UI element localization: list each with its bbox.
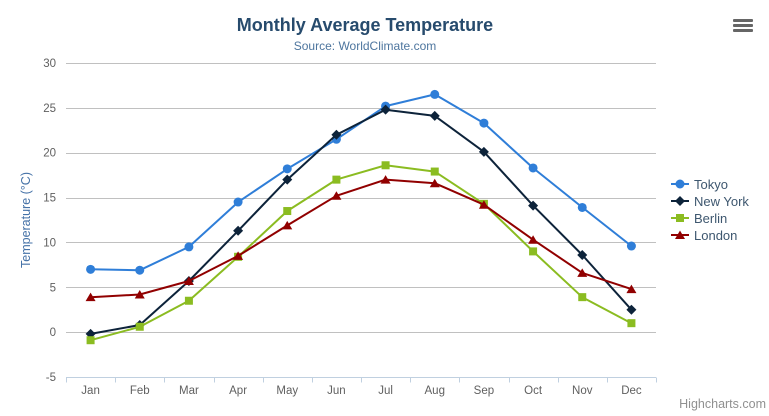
data-point-new-york[interactable] — [478, 146, 489, 157]
data-point-tokyo[interactable] — [528, 163, 538, 173]
diamond-marker-icon[interactable] — [675, 196, 685, 206]
square-marker-icon[interactable] — [676, 214, 684, 222]
diamond-marker-icon — [671, 196, 689, 206]
x-axis-label: Dec — [621, 385, 642, 397]
legend-item-tokyo[interactable]: Tokyo — [670, 176, 749, 192]
data-point-berlin[interactable] — [332, 175, 341, 184]
hamburger-icon — [733, 28, 753, 33]
data-point-london[interactable] — [331, 191, 342, 200]
data-point-new-york[interactable] — [577, 249, 588, 260]
series-line-tokyo[interactable] — [89, 93, 633, 272]
circle-marker-icon[interactable] — [675, 179, 685, 189]
data-point-tokyo[interactable] — [430, 89, 440, 99]
x-axis-label: Jan — [81, 385, 100, 397]
legend-item-berlin[interactable]: Berlin — [670, 210, 749, 226]
data-point-tokyo[interactable] — [626, 241, 636, 251]
data-point-berlin[interactable] — [135, 322, 144, 331]
data-point-new-york[interactable] — [626, 304, 637, 315]
x-axis-label: Feb — [130, 385, 150, 397]
chart-subtitle: Source: WorldClimate.com — [293, 39, 437, 53]
data-point-london[interactable] — [233, 251, 244, 260]
series-new-york[interactable] — [85, 104, 637, 339]
series-london[interactable] — [85, 175, 637, 302]
legend-label: Tokyo — [694, 176, 728, 192]
series-line-london[interactable] — [89, 178, 633, 299]
data-point-berlin[interactable] — [430, 167, 439, 176]
credits-link[interactable]: Highcharts.com — [679, 397, 766, 411]
legend-label: Berlin — [694, 210, 728, 226]
legend-label: New York — [694, 193, 749, 209]
triangle-marker-icon — [671, 230, 689, 240]
data-point-new-york[interactable] — [233, 225, 244, 236]
square-marker-icon — [671, 214, 689, 222]
y-axis-label: 0 — [50, 327, 56, 339]
data-point-tokyo[interactable] — [184, 242, 194, 252]
data-point-london[interactable] — [478, 200, 489, 209]
data-point-berlin[interactable] — [381, 161, 390, 170]
legend-item-new-york[interactable]: New York — [670, 193, 749, 209]
y-axis-label: 5 — [50, 282, 56, 294]
series-line-new-york[interactable] — [89, 108, 633, 335]
legend: Tokyo New York Berlin London — [670, 176, 749, 244]
y-axis-label: 25 — [43, 103, 56, 115]
y-axis-label: 15 — [43, 193, 56, 205]
data-point-london[interactable] — [282, 220, 293, 230]
data-point-london[interactable] — [134, 289, 145, 299]
series-tokyo[interactable] — [86, 89, 636, 275]
data-point-tokyo[interactable] — [577, 202, 587, 212]
data-point-berlin[interactable] — [86, 336, 95, 345]
data-point-tokyo[interactable] — [86, 264, 96, 274]
data-point-new-york[interactable] — [331, 129, 342, 140]
data-point-berlin[interactable] — [184, 296, 193, 305]
circle-marker-icon — [671, 179, 689, 189]
data-point-london[interactable] — [183, 276, 194, 286]
data-point-berlin[interactable] — [578, 293, 587, 302]
data-point-berlin[interactable] — [529, 247, 538, 256]
y-axis-label: 10 — [43, 237, 56, 249]
data-point-tokyo[interactable] — [233, 197, 243, 207]
x-axis-label: Aug — [425, 385, 445, 397]
data-point-london[interactable] — [626, 284, 637, 294]
data-point-new-york[interactable] — [282, 174, 293, 185]
data-point-new-york[interactable] — [528, 200, 539, 211]
data-point-tokyo[interactable] — [479, 118, 489, 128]
x-axis-label: Jul — [378, 385, 393, 397]
hamburger-icon — [733, 23, 753, 28]
x-axis-label: Nov — [572, 385, 593, 397]
y-axis-label: 20 — [43, 148, 56, 160]
legend-item-london[interactable]: London — [670, 227, 749, 243]
x-axis-label: Jun — [327, 385, 346, 397]
data-point-london[interactable] — [85, 292, 96, 302]
data-point-london[interactable] — [528, 235, 539, 244]
chart-title: Monthly Average Temperature — [236, 15, 494, 35]
export-menu-button[interactable] — [733, 19, 753, 34]
hamburger-icon — [733, 19, 753, 23]
y-axis-title: Temperature (°C) — [19, 172, 33, 268]
data-point-new-york[interactable] — [429, 110, 440, 121]
y-axis-label: -5 — [46, 372, 56, 384]
data-point-berlin[interactable] — [627, 319, 636, 328]
data-point-berlin[interactable] — [283, 207, 292, 216]
x-axis-label: May — [276, 385, 298, 397]
data-point-new-york[interactable] — [380, 104, 391, 115]
legend-label: London — [694, 227, 738, 243]
series-line-berlin[interactable] — [89, 164, 633, 342]
data-point-london[interactable] — [380, 175, 391, 184]
y-axis-label: 30 — [43, 58, 56, 70]
triangle-marker-icon[interactable] — [675, 230, 685, 240]
data-point-london[interactable] — [429, 178, 440, 188]
x-axis-label: Apr — [229, 385, 247, 397]
x-axis-label: Sep — [474, 385, 494, 397]
data-point-tokyo[interactable] — [282, 164, 292, 174]
data-point-london[interactable] — [577, 268, 588, 277]
data-point-tokyo[interactable] — [135, 265, 145, 275]
x-axis-label: Mar — [179, 385, 199, 397]
x-axis-label: Oct — [524, 385, 543, 397]
